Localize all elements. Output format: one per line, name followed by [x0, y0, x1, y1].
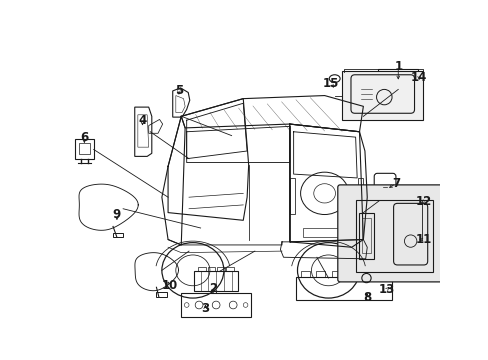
Text: 9: 9 — [113, 208, 121, 221]
Text: 15: 15 — [322, 77, 338, 90]
Text: 11: 11 — [415, 233, 431, 246]
Text: 4: 4 — [138, 114, 146, 127]
Text: 3: 3 — [201, 302, 209, 315]
Text: 1: 1 — [393, 60, 402, 73]
Text: 12: 12 — [415, 194, 431, 208]
Polygon shape — [342, 71, 422, 120]
Text: 7: 7 — [391, 177, 399, 190]
Text: 14: 14 — [410, 71, 427, 84]
Text: 2: 2 — [208, 282, 217, 294]
Text: 13: 13 — [378, 283, 394, 296]
FancyBboxPatch shape — [337, 185, 442, 282]
Text: 8: 8 — [363, 291, 370, 304]
Text: 6: 6 — [80, 131, 88, 144]
Text: 10: 10 — [161, 279, 177, 292]
Text: 5: 5 — [174, 85, 183, 98]
